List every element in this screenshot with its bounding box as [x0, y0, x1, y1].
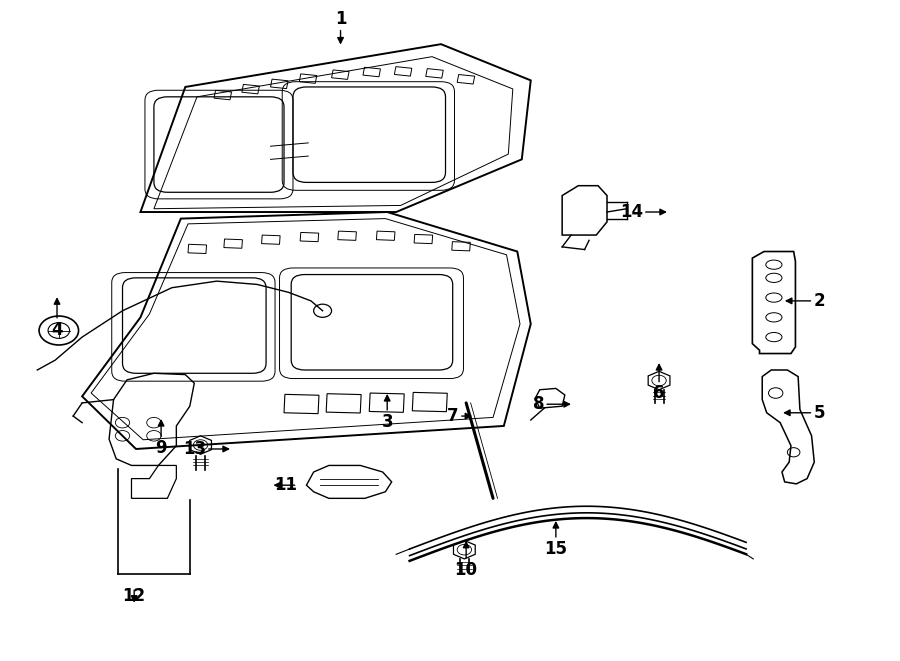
- Text: 7: 7: [447, 407, 459, 425]
- Text: 14: 14: [620, 203, 643, 221]
- Text: 3: 3: [382, 412, 393, 431]
- Text: 12: 12: [122, 587, 146, 605]
- Text: 10: 10: [454, 561, 478, 579]
- Text: 15: 15: [544, 540, 567, 558]
- Text: 6: 6: [653, 385, 665, 403]
- Text: 8: 8: [533, 395, 544, 413]
- Text: 13: 13: [183, 440, 206, 458]
- Text: 1: 1: [335, 10, 346, 28]
- Text: 4: 4: [51, 321, 63, 338]
- Text: 5: 5: [814, 404, 825, 422]
- Text: 11: 11: [274, 476, 298, 494]
- Text: 2: 2: [814, 292, 825, 310]
- Text: 9: 9: [156, 439, 166, 457]
